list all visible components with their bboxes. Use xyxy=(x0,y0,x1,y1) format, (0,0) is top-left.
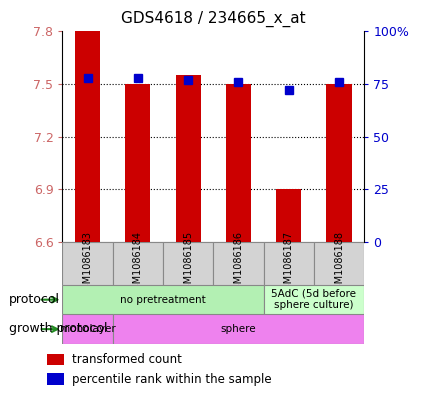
Text: percentile rank within the sample: percentile rank within the sample xyxy=(71,373,270,386)
Text: monolayer: monolayer xyxy=(60,324,115,334)
Text: GSM1086188: GSM1086188 xyxy=(333,231,343,296)
Text: sphere: sphere xyxy=(220,324,256,334)
Bar xyxy=(62,242,113,285)
Text: GSM1086187: GSM1086187 xyxy=(283,231,293,296)
Bar xyxy=(263,285,363,314)
Text: transformed count: transformed count xyxy=(71,353,181,366)
Text: GSM1086183: GSM1086183 xyxy=(83,231,92,296)
Text: no pretreatment: no pretreatment xyxy=(120,295,206,305)
Bar xyxy=(113,242,163,285)
Bar xyxy=(313,242,363,285)
Bar xyxy=(276,189,301,242)
Bar xyxy=(75,31,100,242)
Bar xyxy=(47,373,64,385)
Text: growth protocol: growth protocol xyxy=(9,322,107,336)
Bar xyxy=(113,314,363,344)
Bar xyxy=(125,84,150,242)
Text: GSM1086184: GSM1086184 xyxy=(132,231,143,296)
Bar xyxy=(225,84,250,242)
Bar xyxy=(263,242,313,285)
Bar xyxy=(326,84,351,242)
Text: GSM1086186: GSM1086186 xyxy=(233,231,243,296)
Text: 5AdC (5d before
sphere culture): 5AdC (5d before sphere culture) xyxy=(271,289,356,310)
Bar xyxy=(62,285,263,314)
Title: GDS4618 / 234665_x_at: GDS4618 / 234665_x_at xyxy=(121,11,305,27)
Bar xyxy=(62,314,113,344)
Bar xyxy=(47,354,64,365)
Bar xyxy=(163,242,213,285)
Text: GSM1086185: GSM1086185 xyxy=(183,231,193,296)
Bar xyxy=(175,75,200,242)
Text: protocol: protocol xyxy=(9,293,59,306)
Bar xyxy=(213,242,263,285)
